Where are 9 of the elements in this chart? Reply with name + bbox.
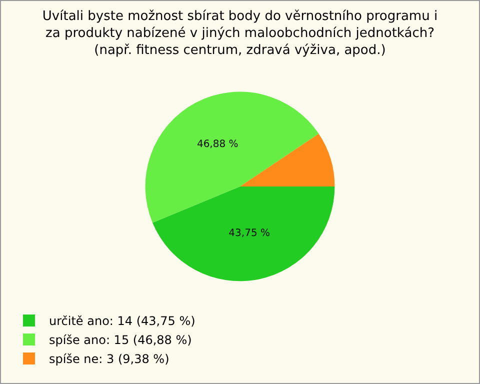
data-label: 46,88 %	[196, 139, 238, 150]
data-label: 43,75 %	[228, 228, 270, 239]
legend-label: spíše ne: 3 (9,38 %)	[49, 352, 170, 366]
pie-slice	[145, 92, 319, 223]
pie-slice	[240, 134, 335, 186]
chart-title: Uvítali byste možnost sbírat body do věrnostního programu i za produkty nabízené v jiných maloobchodních jednotkách? (např. fitness centrum, zdravá výživa, apod.)	[42, 9, 438, 58]
legend-label: spíše ano: 15 (46,88 %)	[49, 333, 192, 348]
legend-label: určitě ano: 14 (43,75 %)	[49, 314, 196, 328]
pie-slice	[152, 186, 335, 282]
